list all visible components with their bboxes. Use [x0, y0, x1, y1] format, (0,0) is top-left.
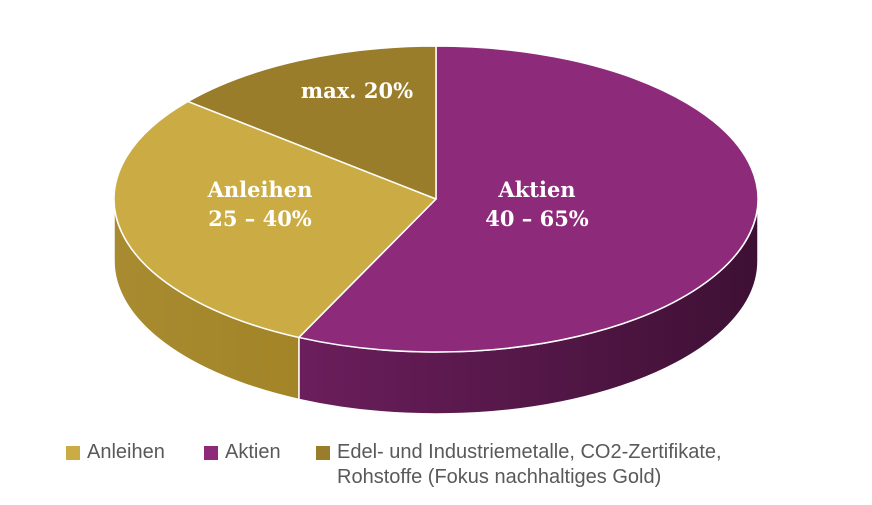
pie-slice-edel	[187, 45, 437, 200]
pie-slices	[113, 45, 759, 353]
label-aktien-range: 40 – 65%	[485, 206, 589, 231]
legend-label-edel: Edel- und Industriemetalle, CO2-Zertifik…	[337, 441, 722, 488]
label-edel-range: max. 20%	[301, 78, 413, 103]
legend-label-aktien: Aktien	[225, 441, 281, 463]
label-aktien-name: Aktien	[497, 177, 575, 202]
legend-item-aktien: Aktien	[204, 440, 281, 465]
legend-swatch-aktien	[204, 446, 218, 460]
legend-item-anleihen: Anleihen	[66, 440, 165, 465]
legend-swatch-edel	[316, 446, 330, 460]
pie-slice-aktien	[298, 45, 759, 353]
legend-swatch-anleihen	[66, 446, 80, 460]
label-anleihen-name: Anleihen	[207, 177, 313, 202]
label-anleihen-range: 25 – 40%	[208, 206, 312, 231]
legend-item-edel: Edel- und Industriemetalle, CO2-Zertifik…	[316, 440, 722, 490]
pie-labels: Aktien 40 – 65% Anleihen 25 – 40% max. 2…	[207, 78, 589, 231]
pie-slice-anleihen	[113, 100, 437, 339]
legend-label-anleihen: Anleihen	[87, 441, 165, 463]
